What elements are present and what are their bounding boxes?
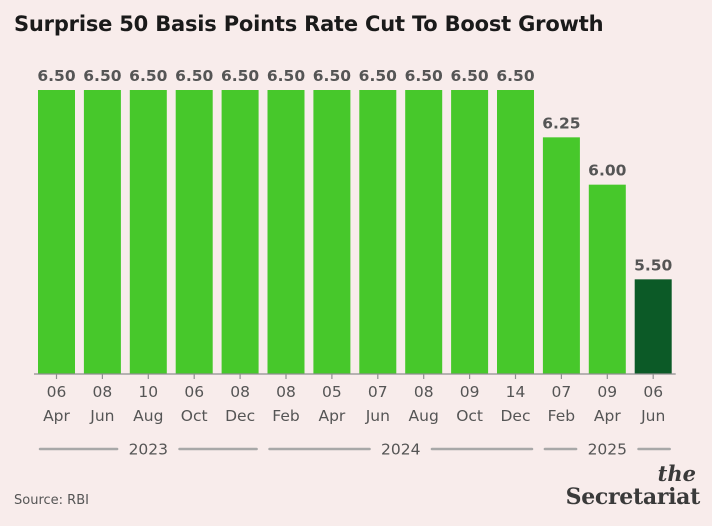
bar-10	[497, 90, 534, 374]
bar-6	[313, 90, 351, 374]
category-labels-group: 06 Apr 08 Jun 10 Aug 06 Oct 08 Dec 08 Feb 05 Apr 07 Jun…	[43, 383, 665, 425]
x-label-day-1: 08	[93, 383, 113, 401]
value-label-12: 6.00	[588, 162, 626, 180]
bar-2	[129, 90, 167, 374]
value-labels-group: 6.50 6.50 6.50 6.50 6.50 6.50 6.50 6.50 6.50 6.50…	[37, 67, 672, 274]
x-label-month-13: Jun	[640, 407, 665, 425]
source-note: Source: RBI	[14, 493, 89, 508]
bar-1	[83, 90, 121, 374]
x-label-month-10: Dec	[501, 407, 531, 425]
value-label-13: 5.50	[634, 256, 672, 274]
x-label-day-4: 08	[230, 383, 250, 401]
bar-3	[175, 90, 213, 374]
bar-7	[359, 90, 397, 374]
x-label-day-13: 06	[643, 383, 663, 401]
secretariat-logo: the Secretariat	[565, 461, 701, 510]
value-label-3: 6.50	[175, 67, 213, 85]
bar-11	[542, 137, 580, 374]
bar-12	[588, 184, 626, 374]
x-label-day-3: 06	[184, 383, 204, 401]
x-label-month-6: Apr	[318, 407, 345, 425]
x-label-day-2: 10	[138, 383, 158, 401]
x-label-month-3: Oct	[181, 407, 208, 425]
year-label-2: 2025	[588, 441, 627, 459]
bar-5	[267, 90, 305, 374]
value-label-10: 6.50	[496, 67, 534, 85]
bar-9	[451, 90, 489, 374]
bar-0	[38, 90, 75, 374]
x-label-month-7: Jun	[365, 407, 390, 425]
value-label-2: 6.50	[129, 67, 167, 85]
x-label-day-11: 07	[552, 383, 572, 401]
bar-4	[221, 90, 259, 374]
value-label-4: 6.50	[221, 67, 259, 85]
value-label-0: 6.50	[37, 67, 75, 85]
x-label-month-11: Feb	[548, 407, 575, 425]
x-label-month-5: Feb	[272, 407, 299, 425]
bars-group	[38, 90, 672, 374]
x-label-day-10: 14	[506, 383, 526, 401]
bar-8	[405, 90, 443, 374]
x-label-month-9: Oct	[456, 407, 483, 425]
x-label-day-8: 08	[414, 383, 434, 401]
value-label-8: 6.50	[405, 67, 443, 85]
x-label-day-0: 06	[47, 383, 67, 401]
x-label-month-0: Apr	[43, 407, 70, 425]
year-groups: 2023 2024 2025	[38, 441, 671, 459]
x-ticks-group	[55, 374, 654, 379]
bar-13	[634, 279, 672, 374]
x-label-month-8: Aug	[409, 407, 439, 425]
value-label-6: 6.50	[313, 67, 351, 85]
x-label-month-1: Jun	[89, 407, 114, 425]
x-label-day-6: 05	[322, 383, 342, 401]
value-label-1: 6.50	[83, 67, 121, 85]
x-label-month-12: Apr	[594, 407, 621, 425]
logo-name: Secretariat	[565, 484, 701, 510]
x-label-day-12: 09	[597, 383, 617, 401]
chart-title: Surprise 50 Basis Points Rate Cut To Boo…	[14, 12, 604, 36]
x-label-day-9: 09	[460, 383, 480, 401]
year-label-0: 2023	[129, 441, 168, 459]
value-label-7: 6.50	[359, 67, 397, 85]
x-label-day-7: 07	[368, 383, 388, 401]
value-label-9: 6.50	[450, 67, 488, 85]
x-label-month-2: Aug	[133, 407, 163, 425]
year-label-1: 2024	[381, 441, 420, 459]
x-label-month-4: Dec	[225, 407, 255, 425]
value-label-5: 6.50	[267, 67, 305, 85]
logo-the: the	[657, 461, 696, 486]
value-label-11: 6.25	[542, 114, 580, 132]
x-label-day-5: 08	[276, 383, 296, 401]
